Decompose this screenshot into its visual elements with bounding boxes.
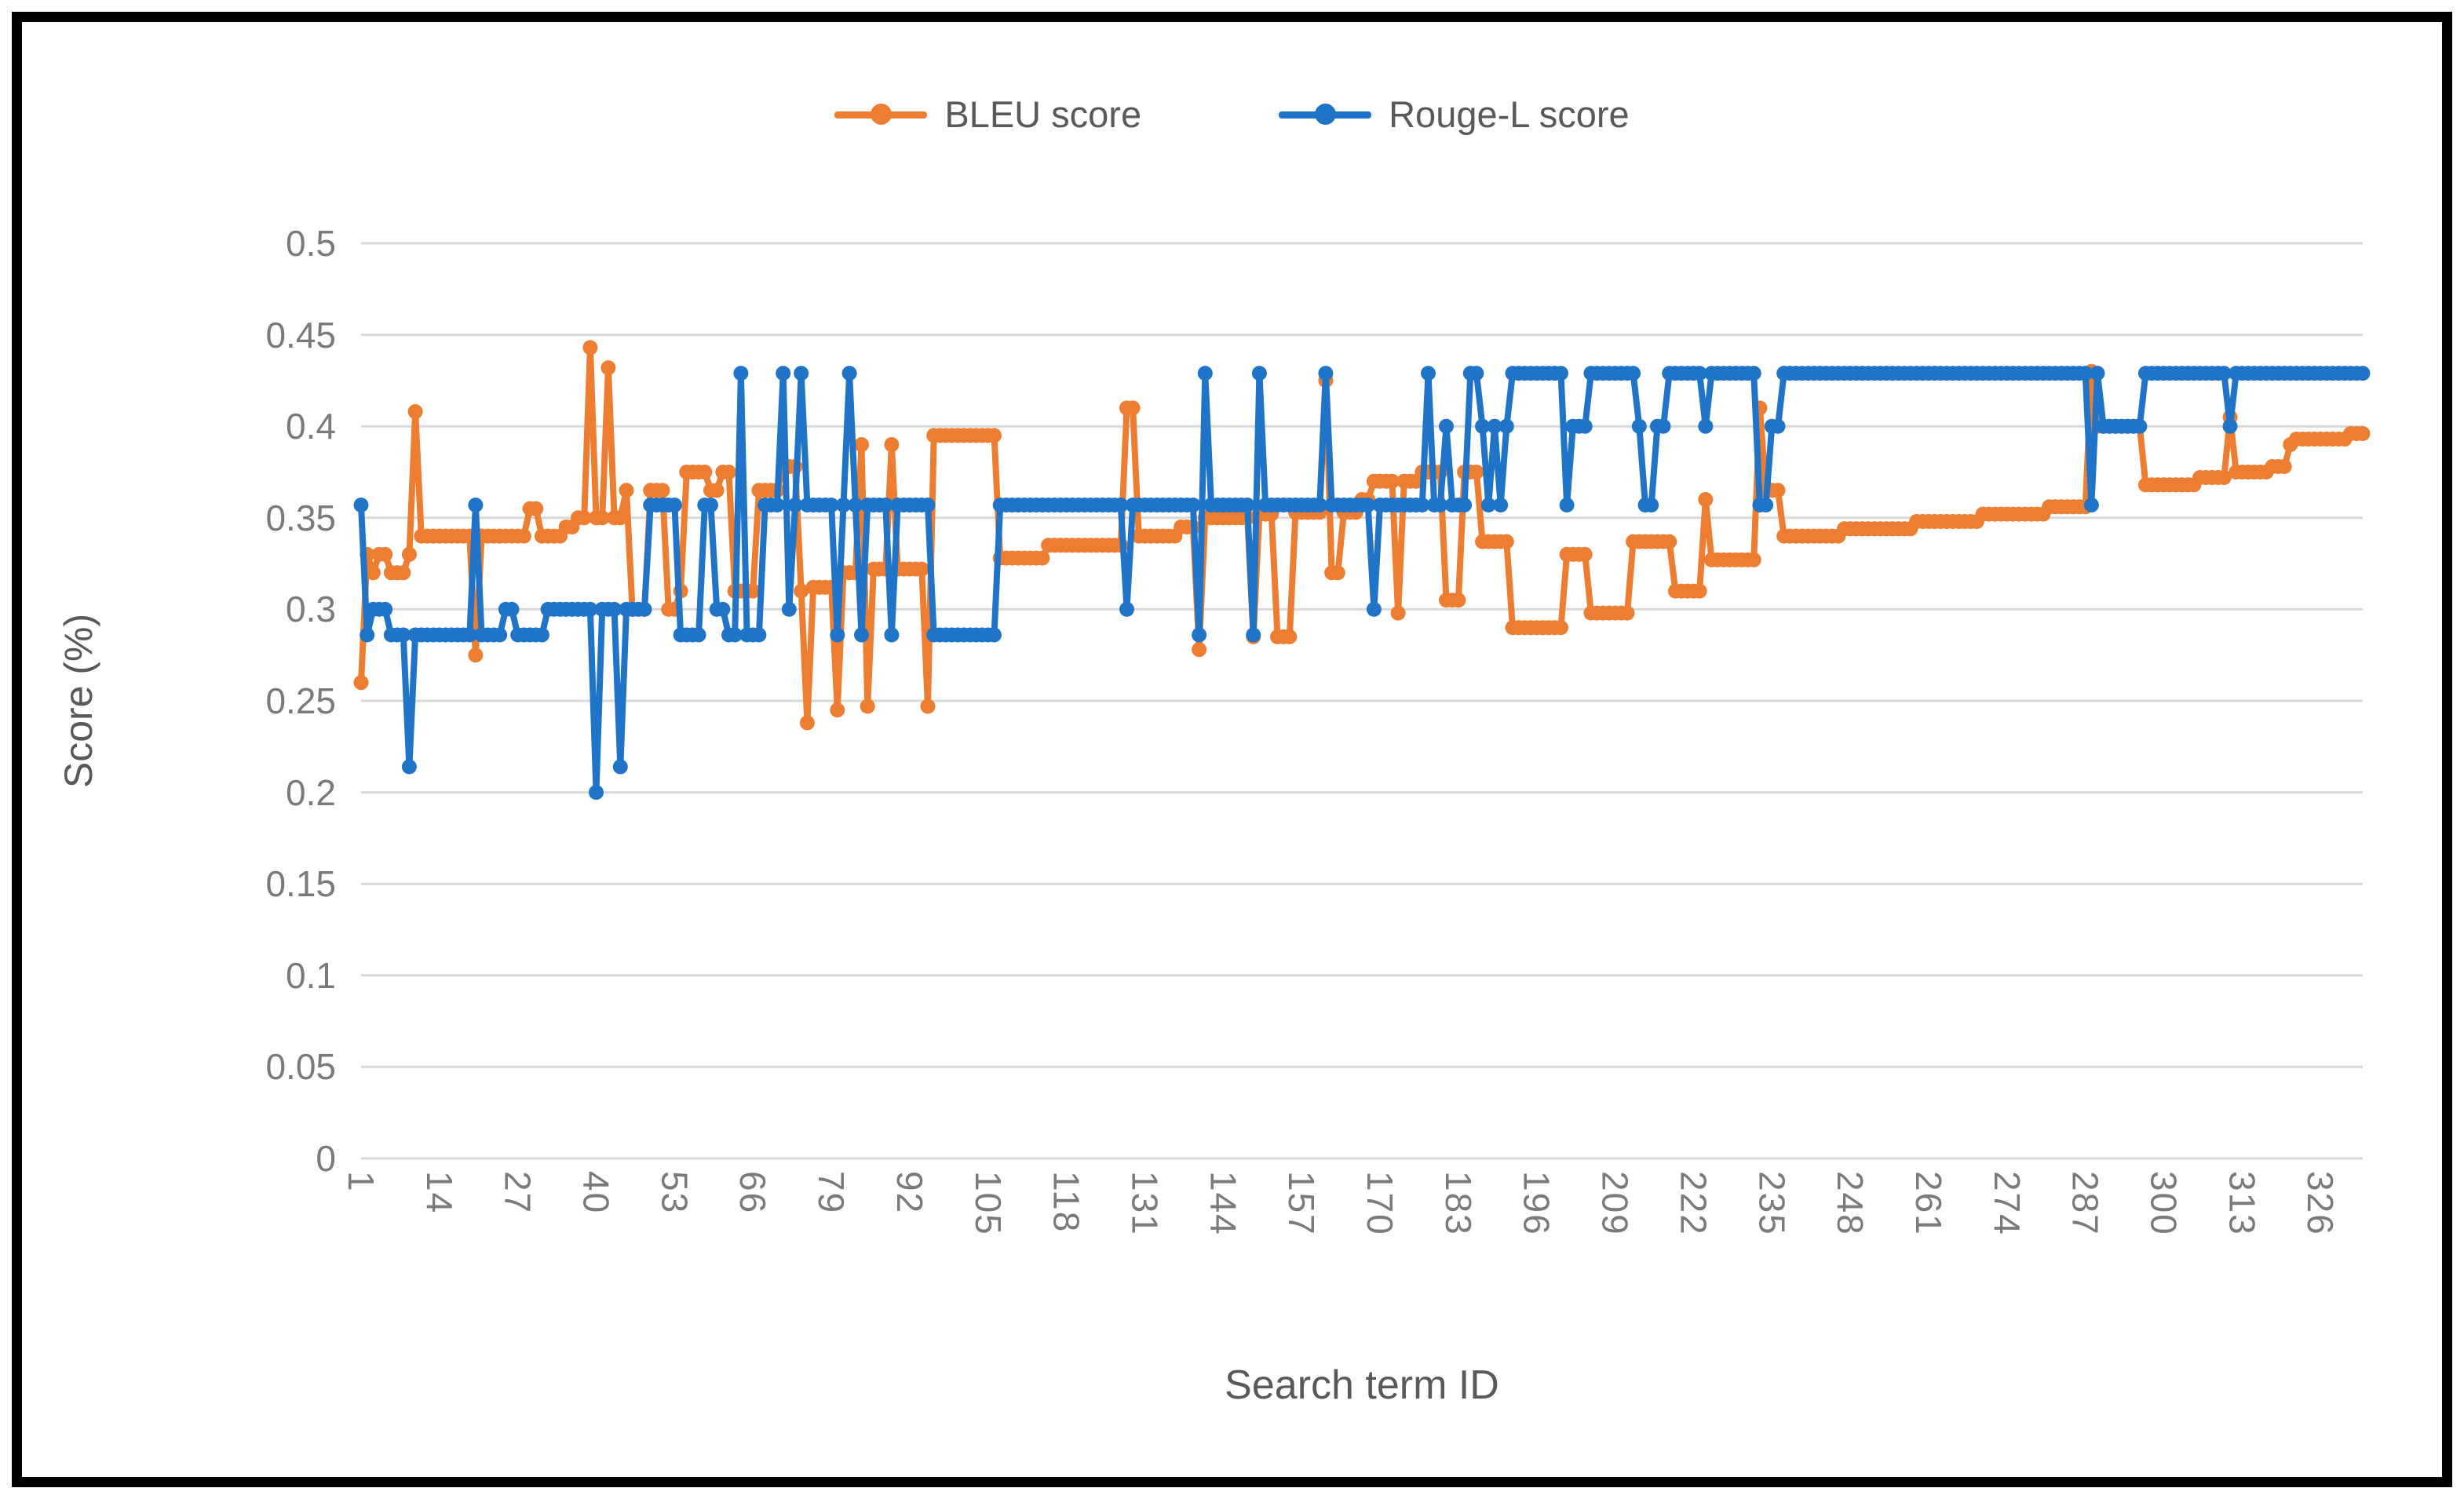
chart-frame — [12, 12, 2452, 1487]
x-tick-label: 105 — [967, 1171, 1009, 1236]
x-tick-label: 196 — [1516, 1171, 1557, 1236]
x-tick-label: 131 — [1124, 1171, 1166, 1236]
x-tick-label: 287 — [2064, 1171, 2106, 1236]
rouge-line-marker-icon — [1279, 103, 1372, 126]
x-tick-label: 66 — [732, 1171, 774, 1215]
bleu-line-marker-icon — [834, 103, 928, 126]
x-axis-title: Search term ID — [1225, 1362, 1499, 1408]
legend: BLEU score Rouge-L score — [0, 93, 2464, 136]
y-tick-label: 0.45 — [265, 314, 336, 356]
legend-item-bleu: BLEU score — [834, 93, 1141, 136]
y-tick-label: 0.15 — [265, 863, 336, 905]
x-tick-label: 40 — [575, 1171, 617, 1215]
y-tick-label: 0.4 — [286, 406, 336, 447]
x-tick-label: 170 — [1360, 1171, 1401, 1236]
x-tick-label: 274 — [1986, 1171, 2028, 1236]
x-tick-label: 27 — [497, 1171, 538, 1215]
x-tick-label: 300 — [2143, 1171, 2185, 1236]
x-tick-label: 248 — [1830, 1171, 1871, 1236]
y-tick-label: 0.1 — [286, 954, 336, 996]
x-tick-label: 157 — [1281, 1171, 1323, 1236]
y-tick-label: 0 — [316, 1138, 336, 1179]
x-tick-label: 235 — [1751, 1171, 1793, 1236]
y-tick-label: 0.3 — [286, 589, 336, 630]
x-tick-label: 326 — [2300, 1171, 2342, 1236]
x-tick-label: 209 — [1594, 1171, 1636, 1236]
legend-item-rouge: Rouge-L score — [1279, 93, 1630, 136]
y-tick-label: 0.35 — [265, 497, 336, 538]
x-tick-label: 118 — [1046, 1171, 1087, 1234]
x-tick-label: 79 — [811, 1171, 852, 1215]
x-tick-label: 183 — [1437, 1171, 1479, 1236]
x-tick-label: 53 — [654, 1171, 695, 1215]
y-tick-label: 0.2 — [286, 771, 336, 813]
x-tick-label: 313 — [2221, 1171, 2263, 1236]
legend-label-rouge: Rouge-L score — [1389, 93, 1630, 135]
x-tick-label: 92 — [889, 1171, 930, 1215]
x-tick-label: 222 — [1673, 1171, 1714, 1236]
x-tick-label: 1 — [341, 1171, 381, 1193]
y-tick-label: 0.25 — [265, 680, 336, 721]
x-tick-label: 261 — [1907, 1171, 1949, 1236]
x-tick-label: 144 — [1203, 1171, 1244, 1236]
x-tick-label: 14 — [418, 1171, 460, 1215]
y-tick-label: 0.05 — [265, 1046, 336, 1088]
y-tick-label: 0.5 — [286, 223, 336, 264]
legend-label-bleu: BLEU score — [944, 93, 1142, 135]
